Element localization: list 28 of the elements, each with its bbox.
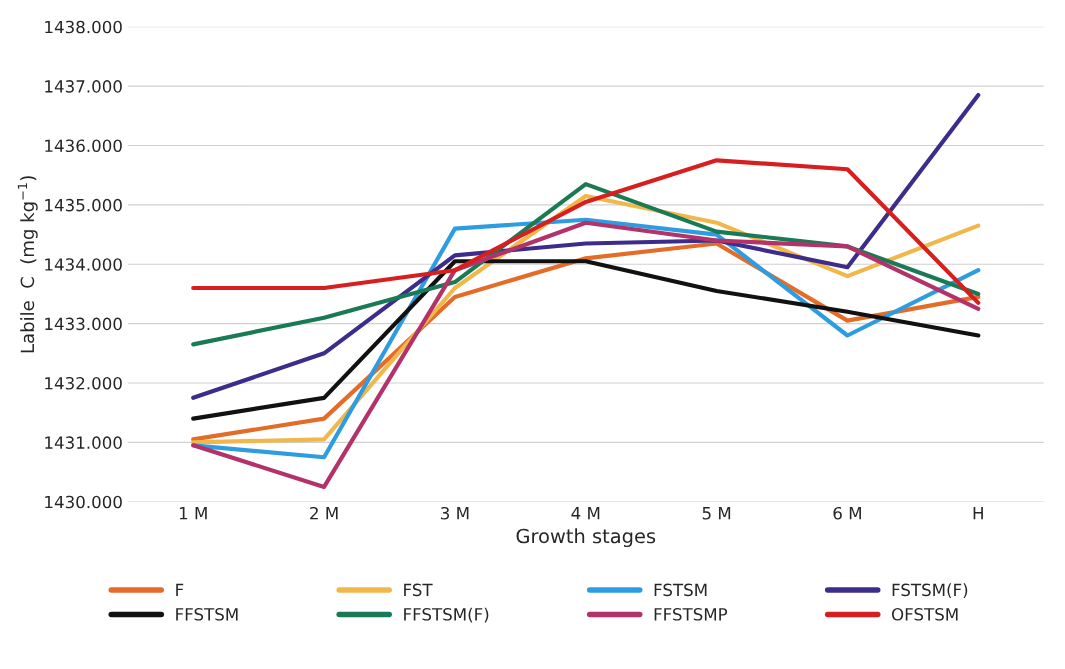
legend-label: FFSTSM(F) xyxy=(404,607,489,623)
legend-label: FSTSM xyxy=(654,583,707,597)
x-tick-label: 4 M xyxy=(571,507,600,520)
x-tick-label: H xyxy=(973,507,983,520)
y-tick-label: 1435.000 xyxy=(45,198,122,212)
y-tick-label: 1434.000 xyxy=(45,258,122,271)
legend-label: FSTSM(F) xyxy=(892,583,968,599)
x-tick-label: 2 M xyxy=(310,506,338,520)
legend-label: FST xyxy=(404,583,433,597)
x-tick-label: 3 M xyxy=(441,506,469,520)
x-tick-label: 5 M xyxy=(702,507,731,520)
y-tick-label: 1432.000 xyxy=(45,376,122,390)
y-tick-label: 1431.000 xyxy=(45,436,122,449)
y-tick-label: 1437.000 xyxy=(45,80,122,93)
x-tick-label: 1 M xyxy=(179,507,207,520)
legend-label: F xyxy=(176,583,184,596)
y-tick-label: 1430.000 xyxy=(45,495,122,509)
x-tick-label: 6 M xyxy=(833,506,861,520)
legend-label: FFSTSMP xyxy=(654,608,728,621)
y-tick-label: 1436.000 xyxy=(45,139,122,153)
legend-label: OFSTSM xyxy=(891,608,958,621)
y-axis-title: Labile C (mg kg$^{−1}$) xyxy=(17,176,38,353)
x-axis-title: Growth stages xyxy=(516,528,656,548)
line-series xyxy=(191,259,981,421)
legend-label: FFSTSM xyxy=(176,608,238,621)
y-tick-label: 1438.000 xyxy=(45,20,122,34)
y-tick-label: 1433.000 xyxy=(45,317,122,331)
line-series xyxy=(191,158,981,305)
